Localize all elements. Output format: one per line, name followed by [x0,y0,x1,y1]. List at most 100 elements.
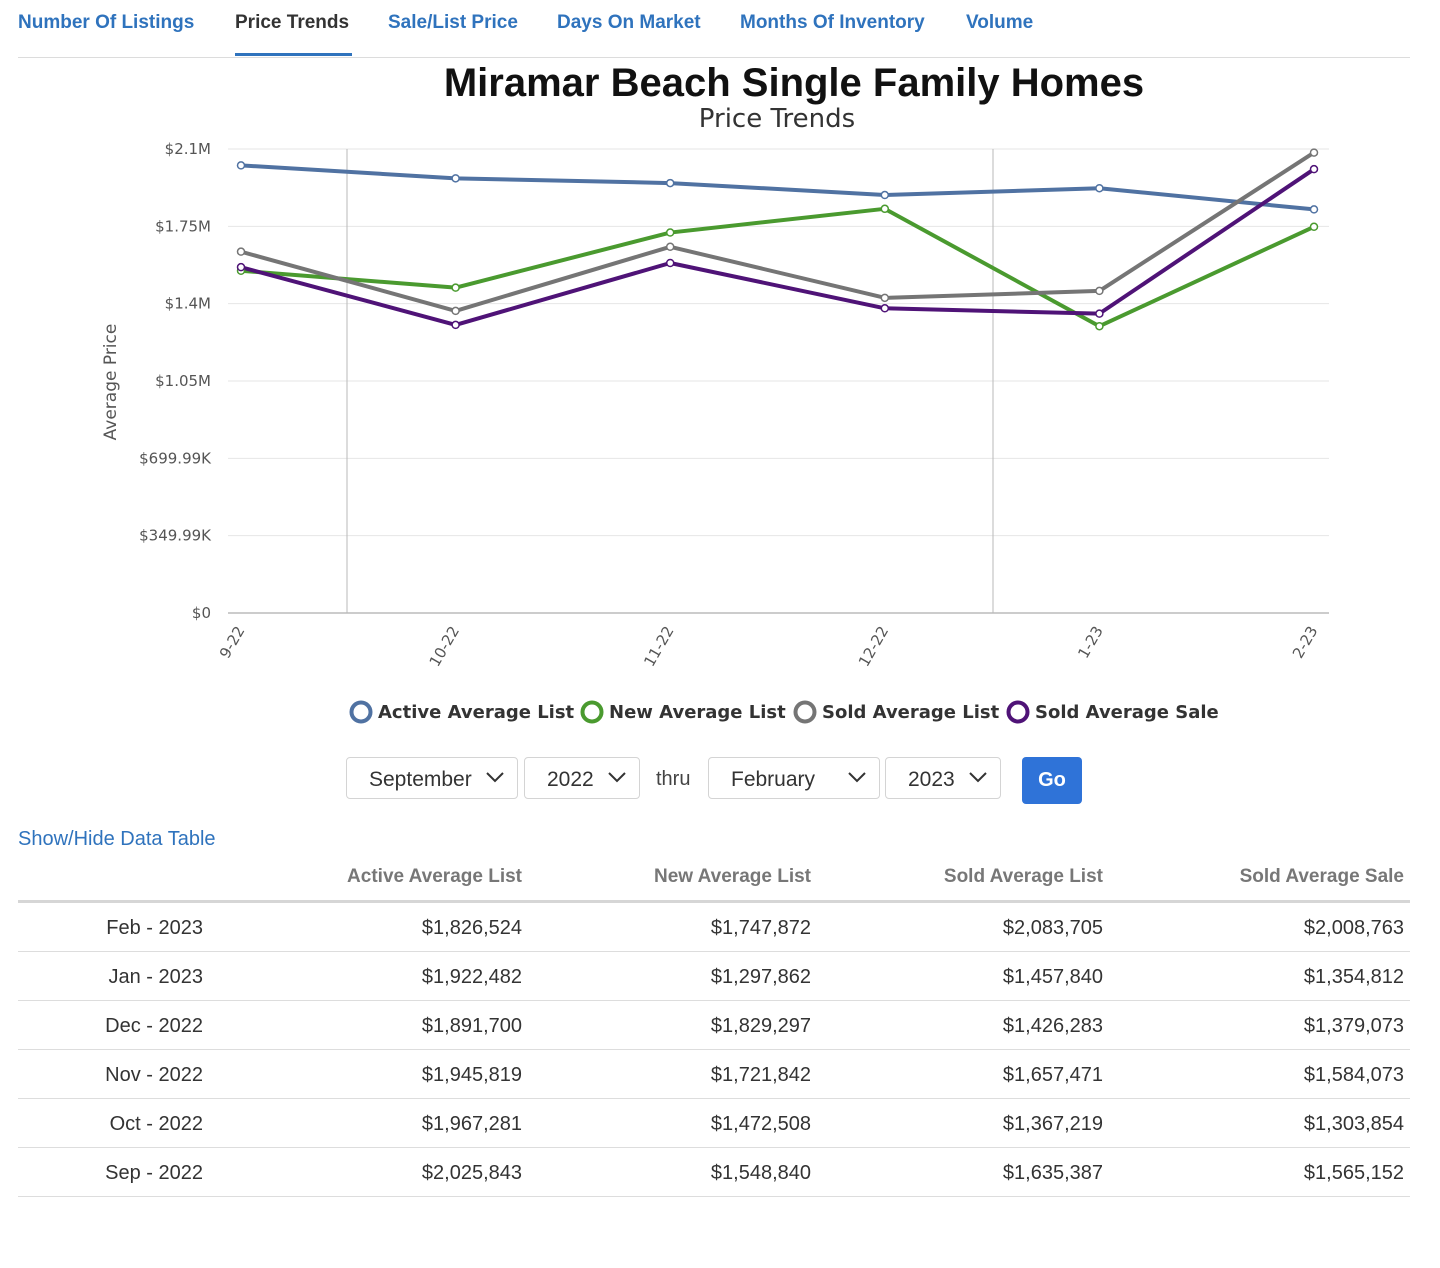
chevron-down-icon [486,772,504,783]
data-point[interactable] [451,174,460,183]
table-cell: $1,721,842 [710,1064,811,1086]
end-month-select[interactable]: February [708,757,880,799]
data-table: Active Average List New Average List Sol… [18,858,1410,1197]
column-header: Sold Average Sale [1239,866,1404,887]
x-tick-label: 11-22 [640,623,677,670]
x-tick-label: 12-22 [855,623,892,670]
data-point[interactable] [1309,205,1319,214]
data-point[interactable] [451,283,460,292]
y-axis-ticks: $0 $349.99K $699.99K $1.05M $1.4M $1.75M $2.1M [139,140,212,622]
data-point[interactable] [1309,164,1319,174]
chevron-down-icon [969,772,987,783]
data-point[interactable] [665,228,675,237]
legend-item[interactable]: Active Average List [349,700,575,724]
tab-bar: Number Of Listings Price Trends Sale/Lis… [18,0,1410,58]
data-point[interactable] [1095,286,1104,296]
y-tick-label: $349.99K [139,527,212,545]
chart-legend: Active Average List New Average List Sold … [349,700,1219,724]
table-cell: $1,354,812 [1303,966,1404,988]
data-point[interactable] [1095,183,1104,193]
legend-marker-icon [580,700,604,724]
data-point[interactable] [236,247,246,256]
table-cell: $2,083,705 [1002,917,1103,939]
table-row: Dec - 2022 $1,891,700 $1,829,297 $1,426,283… [18,1001,1410,1050]
tab-number-of-listings[interactable]: Number Of Listings [18,12,195,33]
show-hide-data-table-link[interactable]: Show/Hide Data Table [18,828,216,850]
row-date-cell: Sep - 2022 [105,1162,203,1184]
tab-price-trends[interactable]: Price Trends [235,12,350,33]
legend-item[interactable]: New Average List [580,700,787,724]
start-month-select[interactable]: September [346,757,518,799]
legend-label: Active Average List [378,702,575,723]
table-cell: $1,457,840 [1002,966,1103,988]
start-year-select[interactable]: 2022 [524,757,640,799]
active-tab-indicator [235,53,352,56]
data-point[interactable] [880,293,890,303]
column-header: Sold Average List [943,866,1103,887]
row-date-cell: Dec - 2022 [105,1015,203,1037]
table-cell: $1,472,508 [710,1113,811,1135]
table-row: Nov - 2022 $1,945,819 $1,721,842 $1,657,471… [18,1050,1410,1099]
table-cell: $2,025,843 [421,1162,522,1184]
legend-marker-icon [1006,700,1030,724]
tab-months-of-inventory[interactable]: Months Of Inventory [740,12,925,33]
x-axis-ticks: 9-22 10-22 11-22 12-22 1-23 2-23 [216,623,1322,670]
table-cell: $1,379,073 [1303,1015,1404,1037]
table-cell: $1,635,387 [1002,1162,1103,1184]
chevron-down-icon [848,772,866,783]
tab-volume[interactable]: Volume [966,12,1034,33]
x-tick-label: 9-22 [216,623,249,661]
table-cell: $1,367,219 [1002,1113,1103,1135]
data-point[interactable] [665,242,675,252]
chevron-down-icon [608,772,626,783]
chart-subtitle: Price Trends [699,104,855,134]
data-point[interactable] [665,258,675,268]
data-point[interactable] [665,178,675,188]
table-cell: $1,426,283 [1002,1015,1103,1037]
series-line [240,163,1315,212]
table-cell: $1,548,840 [710,1162,811,1184]
data-point[interactable] [1309,148,1319,157]
x-tick-label: 1-23 [1074,623,1107,661]
legend-label: New Average List [609,702,786,723]
data-point[interactable] [1309,222,1319,232]
data-point[interactable] [236,161,246,170]
x-tick-label: 2-23 [1289,623,1322,661]
table-cell: $1,747,872 [710,917,811,939]
legend-marker-icon [349,700,373,724]
end-month-value: February [731,768,816,791]
table-cell: $1,945,819 [421,1064,522,1086]
data-point[interactable] [880,190,890,200]
table-cell: $1,826,524 [421,917,522,939]
legend-label: Sold Average List [822,702,1000,723]
go-button[interactable]: Go [1022,757,1082,804]
tab-days-on-market[interactable]: Days On Market [557,12,701,33]
end-year-select[interactable]: 2023 [885,757,1001,799]
legend-item[interactable]: Sold Average List [793,700,1000,724]
series-line [240,167,1316,327]
table-cell: $1,922,482 [421,966,522,988]
data-point[interactable] [1095,321,1104,331]
data-point[interactable] [451,306,460,316]
start-month-value: September [369,768,472,791]
row-date-cell: Jan - 2023 [108,966,203,988]
table-cell: $2,008,763 [1303,917,1404,939]
thru-label: thru [656,768,691,790]
table-cell: $1,829,297 [710,1015,811,1037]
table-cell: $1,967,281 [421,1113,522,1135]
legend-label: Sold Average Sale [1035,702,1219,723]
table-row: Jan - 2023 $1,922,482 $1,297,862 $1,457,840… [18,952,1410,1001]
data-point[interactable] [451,320,460,330]
table-cell: $1,657,471 [1002,1064,1103,1086]
y-tick-label: $1.4M [165,295,211,313]
data-point[interactable] [1095,309,1104,318]
data-point[interactable] [236,262,246,272]
legend-item[interactable]: Sold Average Sale [1006,700,1219,724]
table-row: Feb - 2023 $1,826,524 $1,747,872 $2,083,705… [18,903,1410,952]
data-point[interactable] [880,304,890,313]
chart-series [236,148,1319,331]
table-body: Feb - 2023 $1,826,524 $1,747,872 $2,083,705… [18,903,1410,1197]
data-point[interactable] [880,204,890,214]
tab-sale-list-price[interactable]: Sale/List Price [388,12,518,33]
x-tick-label: 10-22 [426,623,463,670]
